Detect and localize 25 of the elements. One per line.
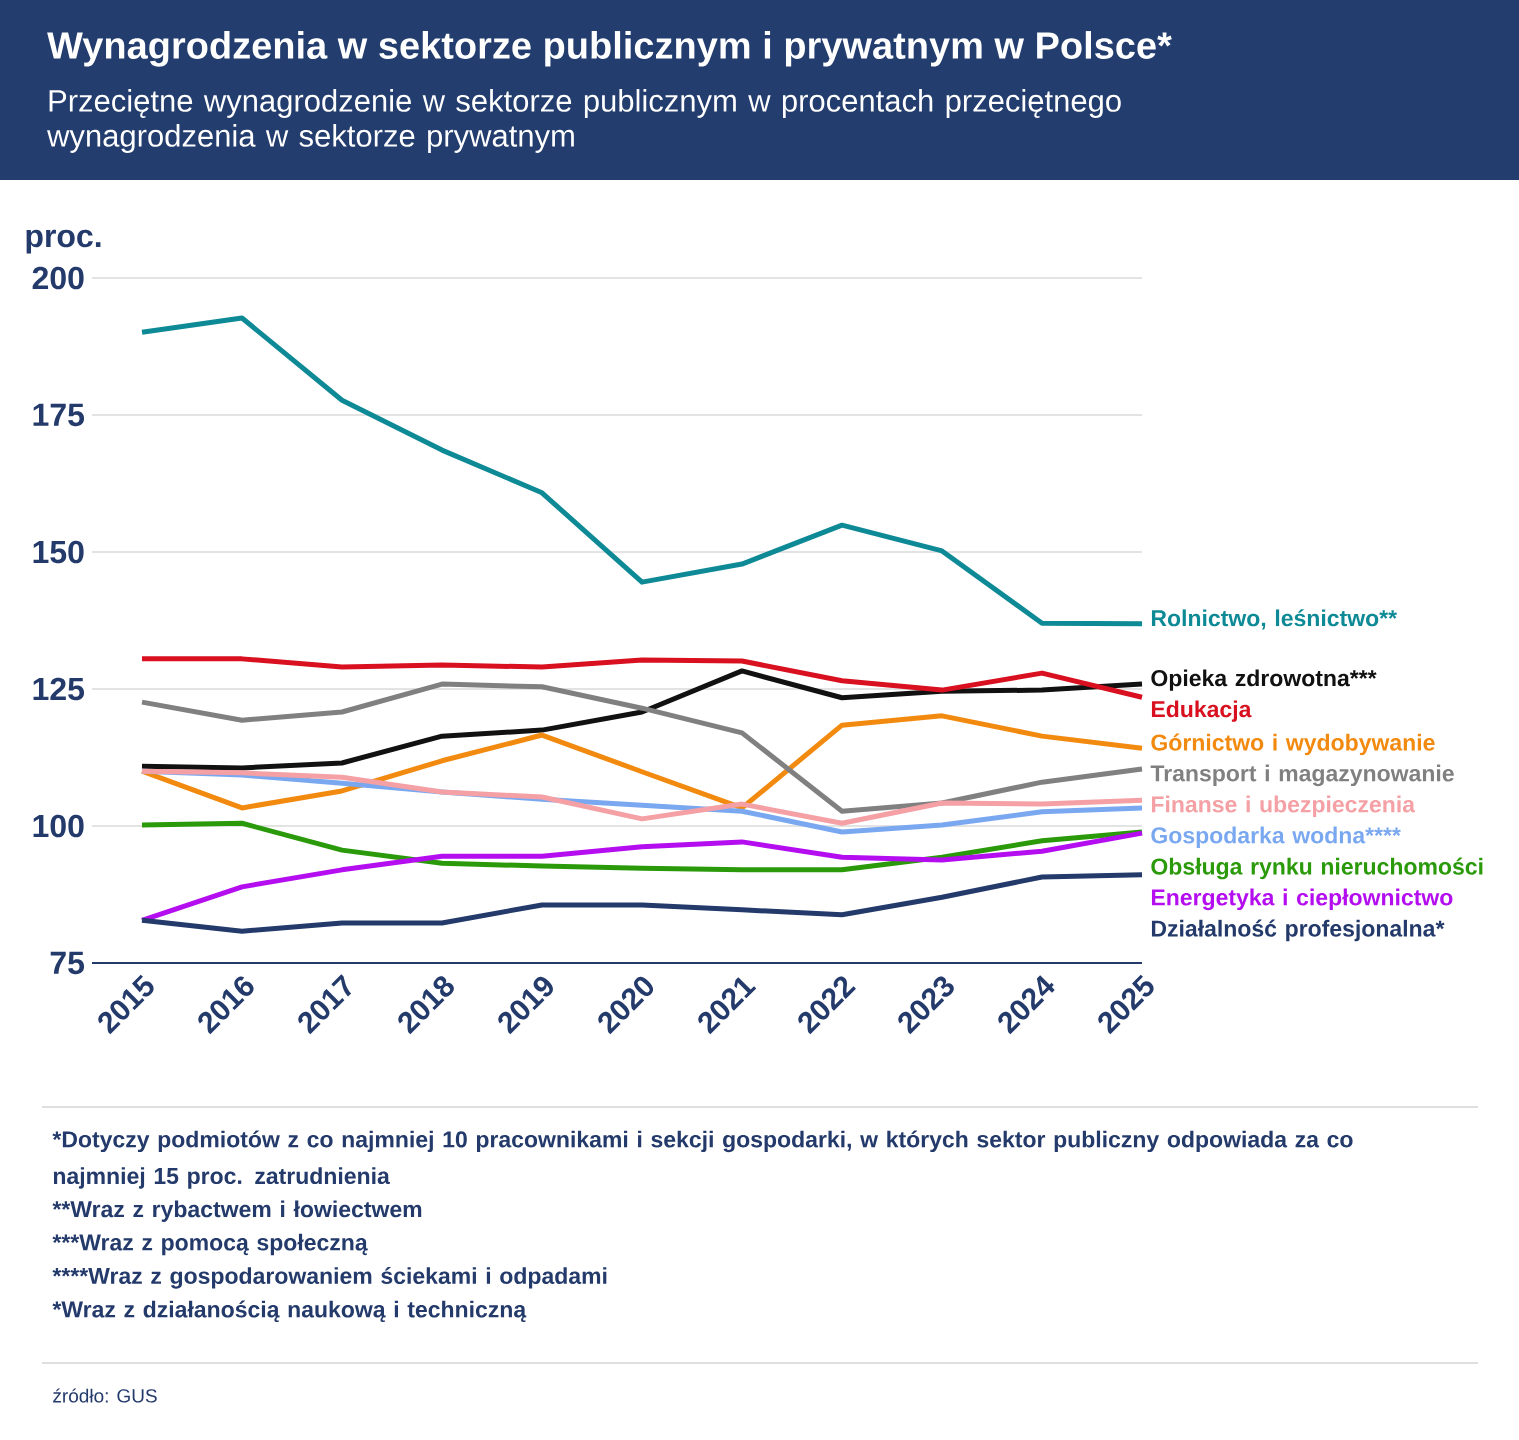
y-tick-label: 150	[33, 540, 84, 564]
text: **Wraz z rybactwem i łowiectwem	[52, 1200, 422, 1222]
chart-title: Wynagrodzenia w sektorze publicznym i prywatnym w Polsce*	[47, 31, 1172, 67]
series-label: Górnictwo i wydobywanie	[1151, 733, 1435, 756]
text: *Dotyczy podmiotów z co najmniej 10 pracownikami i sekcji gospodarki, w których sektor publiczny odpowiada za co najmniej 15 proc. zatrudnienia	[52, 1130, 1353, 1189]
text: *Wraz z działanością naukową i techniczną	[52, 1300, 527, 1323]
y-tick-label: 125	[33, 677, 85, 701]
series-label: Transport i magazynowanie	[1150, 764, 1454, 787]
text: ***Wraz z pomocą społeczną	[52, 1233, 368, 1256]
y-tick-label: 175	[33, 403, 85, 427]
text: ****Wraz z gospodarowaniem ściekami i odpadami	[52, 1266, 607, 1289]
text: Energetyka i ciepłownictwo	[1151, 888, 1453, 911]
y-tick-label: 75	[50, 951, 85, 975]
series-label: Finanse i ubezpieczenia	[1151, 795, 1416, 818]
series-label: Edukacja	[1151, 700, 1252, 722]
series-label: Gospodarka wodna****	[1151, 826, 1401, 849]
text: źródło: GUS	[53, 1388, 157, 1403]
series-label: Działalność profesjonalna*	[1151, 919, 1445, 942]
series-label: Obsługa rynku nieruchomości	[1151, 857, 1483, 880]
series-label: Rolnictwo, leśnictwo**	[1151, 609, 1398, 630]
y-axis-title: proc.	[26, 229, 101, 254]
y-tick-label: 200	[32, 266, 84, 290]
y-tick-label: 100	[33, 814, 84, 838]
series-label: Opieka zdrowotna***	[1151, 669, 1377, 691]
chart-subtitle: Przeciętne wynagrodzenie w sektorze publicznym w procentach przeciętnego wynagrodzenia w sektorze prywatnym	[47, 89, 1121, 153]
